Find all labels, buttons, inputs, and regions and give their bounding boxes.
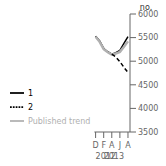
svg-text:no.: no.	[140, 3, 152, 12]
html-text:Published trend: Published trend	[28, 116, 91, 126]
svg-text:F: F	[101, 141, 106, 150]
html-text:2: 2	[28, 102, 34, 112]
svg-text:4000: 4000	[138, 104, 158, 113]
svg-text:5500: 5500	[138, 33, 158, 42]
svg-text:A: A	[125, 141, 131, 150]
svg-text:J: J	[118, 141, 121, 150]
svg-text:3500: 3500	[138, 128, 158, 137]
svg-text:4500: 4500	[138, 81, 158, 90]
html-text:1: 1	[28, 88, 34, 98]
svg-text:5000: 5000	[138, 57, 158, 66]
svg-text:2013: 2013	[104, 152, 124, 161]
svg-text:D: D	[93, 141, 99, 150]
svg-text:A: A	[109, 141, 115, 150]
